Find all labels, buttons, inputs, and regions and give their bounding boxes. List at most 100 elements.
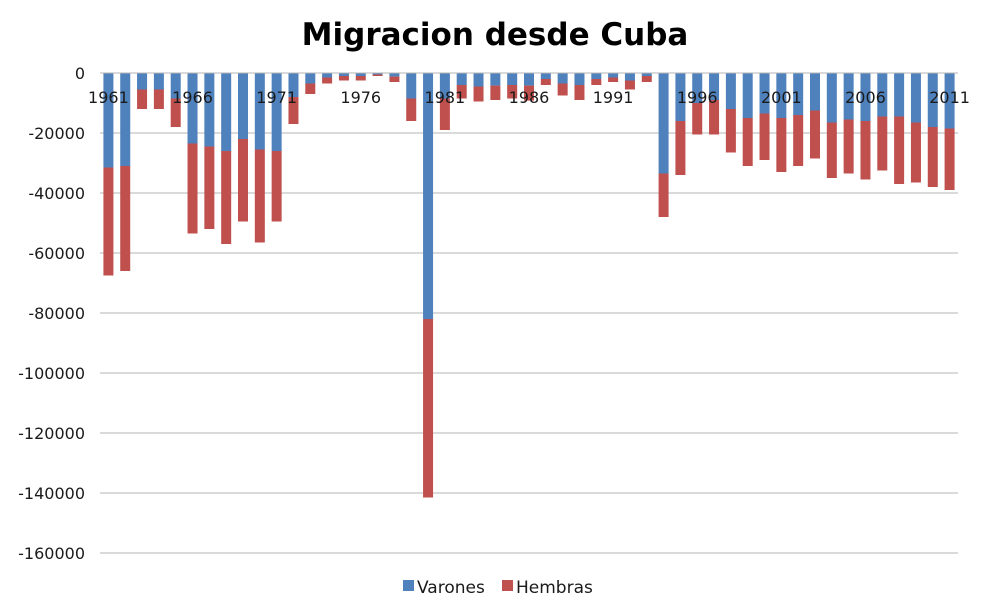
legend: Varones Hembras [403, 578, 593, 598]
bar-varones-1992 [624, 73, 635, 81]
bar-hembras-2005 [843, 119, 854, 174]
bar-varones-1978 [389, 73, 400, 77]
y-tick-label: -20000 [28, 124, 85, 143]
bar-hembras-1969 [238, 139, 248, 222]
bar-hembras-1999 [742, 118, 753, 166]
bar-varones-1968 [221, 73, 232, 151]
bar-varones-1996 [692, 73, 703, 103]
x-axis-ticks: 1961 1966 1971 1976 1981 1986 1991 1996 2001 2006… [88, 88, 970, 107]
bar-hembras-2006 [860, 121, 871, 180]
bar-varones-1982 [456, 73, 467, 85]
bar-varones-1972 [288, 73, 299, 97]
bar-hembras-1975 [338, 76, 349, 81]
bar-varones-2010 [927, 73, 938, 127]
bar-varones-1994 [658, 73, 669, 174]
bar-hembras-1989 [574, 85, 585, 100]
bar-varones-1999 [742, 73, 753, 118]
chart-title: Migracion desde Cuba [302, 17, 689, 53]
bar-hembras-1984 [490, 85, 501, 100]
bar-hembras-1987 [540, 79, 551, 85]
bar-hembras-1986 [524, 85, 534, 101]
bar-hembras-1963 [137, 89, 148, 109]
bar-hembras-1971 [271, 151, 282, 222]
bar-hembras-1991 [608, 77, 619, 82]
bar-varones-1985 [507, 73, 518, 85]
x-tick-label: 1991 [593, 88, 634, 107]
bar-hembras-2000 [759, 113, 770, 160]
bar-hembras-2009 [910, 122, 921, 183]
legend-swatch-varones [403, 580, 414, 591]
y-tick-label: 0 [75, 64, 85, 83]
bar-varones-2001 [776, 73, 787, 118]
bar-varones-2011 [944, 73, 955, 129]
bar-varones-1989 [574, 73, 585, 85]
bar-varones-2002 [793, 73, 804, 115]
bar-varones-1964 [153, 73, 164, 90]
bar-varones-1993 [641, 73, 652, 76]
bar-hembras-1973 [305, 83, 316, 94]
bar-hembras-1990 [591, 79, 602, 85]
bar-hembras-2002 [793, 115, 804, 166]
legend-swatch-hembras [502, 580, 513, 591]
bar-hembras-1978 [389, 76, 400, 82]
bar-hembras-1981 [439, 98, 450, 130]
bar-varones-1962 [120, 73, 131, 166]
y-tick-label: -140000 [18, 484, 85, 503]
bar-varones-1990 [591, 73, 602, 79]
bar-hembras-1982 [456, 85, 467, 99]
bar-varones-1983 [473, 73, 484, 87]
bar-hembras-2004 [826, 122, 837, 178]
bar-varones-1967 [204, 73, 215, 147]
bar-hembras-1970 [254, 149, 265, 243]
bar-varones-1987 [540, 73, 551, 79]
x-tick-label: 1981 [425, 88, 466, 107]
bar-hembras-1966 [187, 143, 198, 234]
bar-varones-2000 [759, 73, 770, 114]
bar-hembras-1998 [725, 109, 736, 153]
bar-hembras-1997 [709, 100, 720, 135]
bar-varones-1974 [322, 73, 333, 78]
x-tick-label: 1976 [340, 88, 381, 107]
y-tick-label: -100000 [18, 364, 85, 383]
bar-varones-1995 [675, 73, 686, 121]
bar-hembras-1964 [153, 89, 164, 109]
bar-varones-2007 [877, 73, 888, 117]
bar-varones-2009 [910, 73, 921, 123]
bar-hembras-1996 [692, 103, 703, 135]
bar-hembras-2003 [810, 110, 820, 159]
y-axis-ticks: 0 -20000 -40000 -60000 -80000 -100000 -120000 -… [18, 64, 85, 563]
bar-hembras-1965 [170, 98, 181, 127]
x-tick-label: 1996 [677, 88, 718, 107]
y-tick-label: -80000 [28, 304, 85, 323]
legend-label-hembras: Hembras [516, 578, 593, 598]
bar-varones-1969 [238, 73, 248, 139]
bar-hembras-1977 [372, 74, 383, 76]
x-tick-label: 2011 [929, 88, 970, 107]
y-tick-label: -60000 [28, 244, 85, 263]
bar-hembras-1962 [120, 166, 131, 271]
x-tick-label: 1961 [88, 88, 129, 107]
y-tick-label: -120000 [18, 424, 85, 443]
x-tick-label: 1986 [509, 88, 550, 107]
bar-varones-2006 [860, 73, 871, 121]
bar-varones-1991 [608, 73, 619, 78]
y-tick-label: -160000 [18, 544, 85, 563]
bar-hembras-2008 [894, 116, 905, 184]
bar-varones-2003 [810, 73, 820, 111]
bar-varones-1973 [305, 73, 316, 84]
bar-hembras-1967 [204, 146, 215, 229]
x-tick-label: 2006 [845, 88, 886, 107]
bar-varones-1976 [355, 73, 366, 76]
bar-hembras-1976 [355, 76, 366, 81]
bar-varones-1965 [170, 73, 181, 99]
bar-hembras-1995 [675, 121, 686, 175]
bar-varones-1986 [524, 73, 534, 86]
bar-hembras-2001 [776, 118, 787, 172]
bar-varones-1966 [187, 73, 198, 144]
x-tick-label: 1966 [172, 88, 213, 107]
bar-varones-1980 [423, 73, 434, 319]
bar-varones-1977 [372, 73, 383, 75]
bar-hembras-1974 [322, 77, 333, 84]
bar-varones-1981 [439, 73, 450, 99]
bar-varones-1979 [406, 73, 417, 99]
